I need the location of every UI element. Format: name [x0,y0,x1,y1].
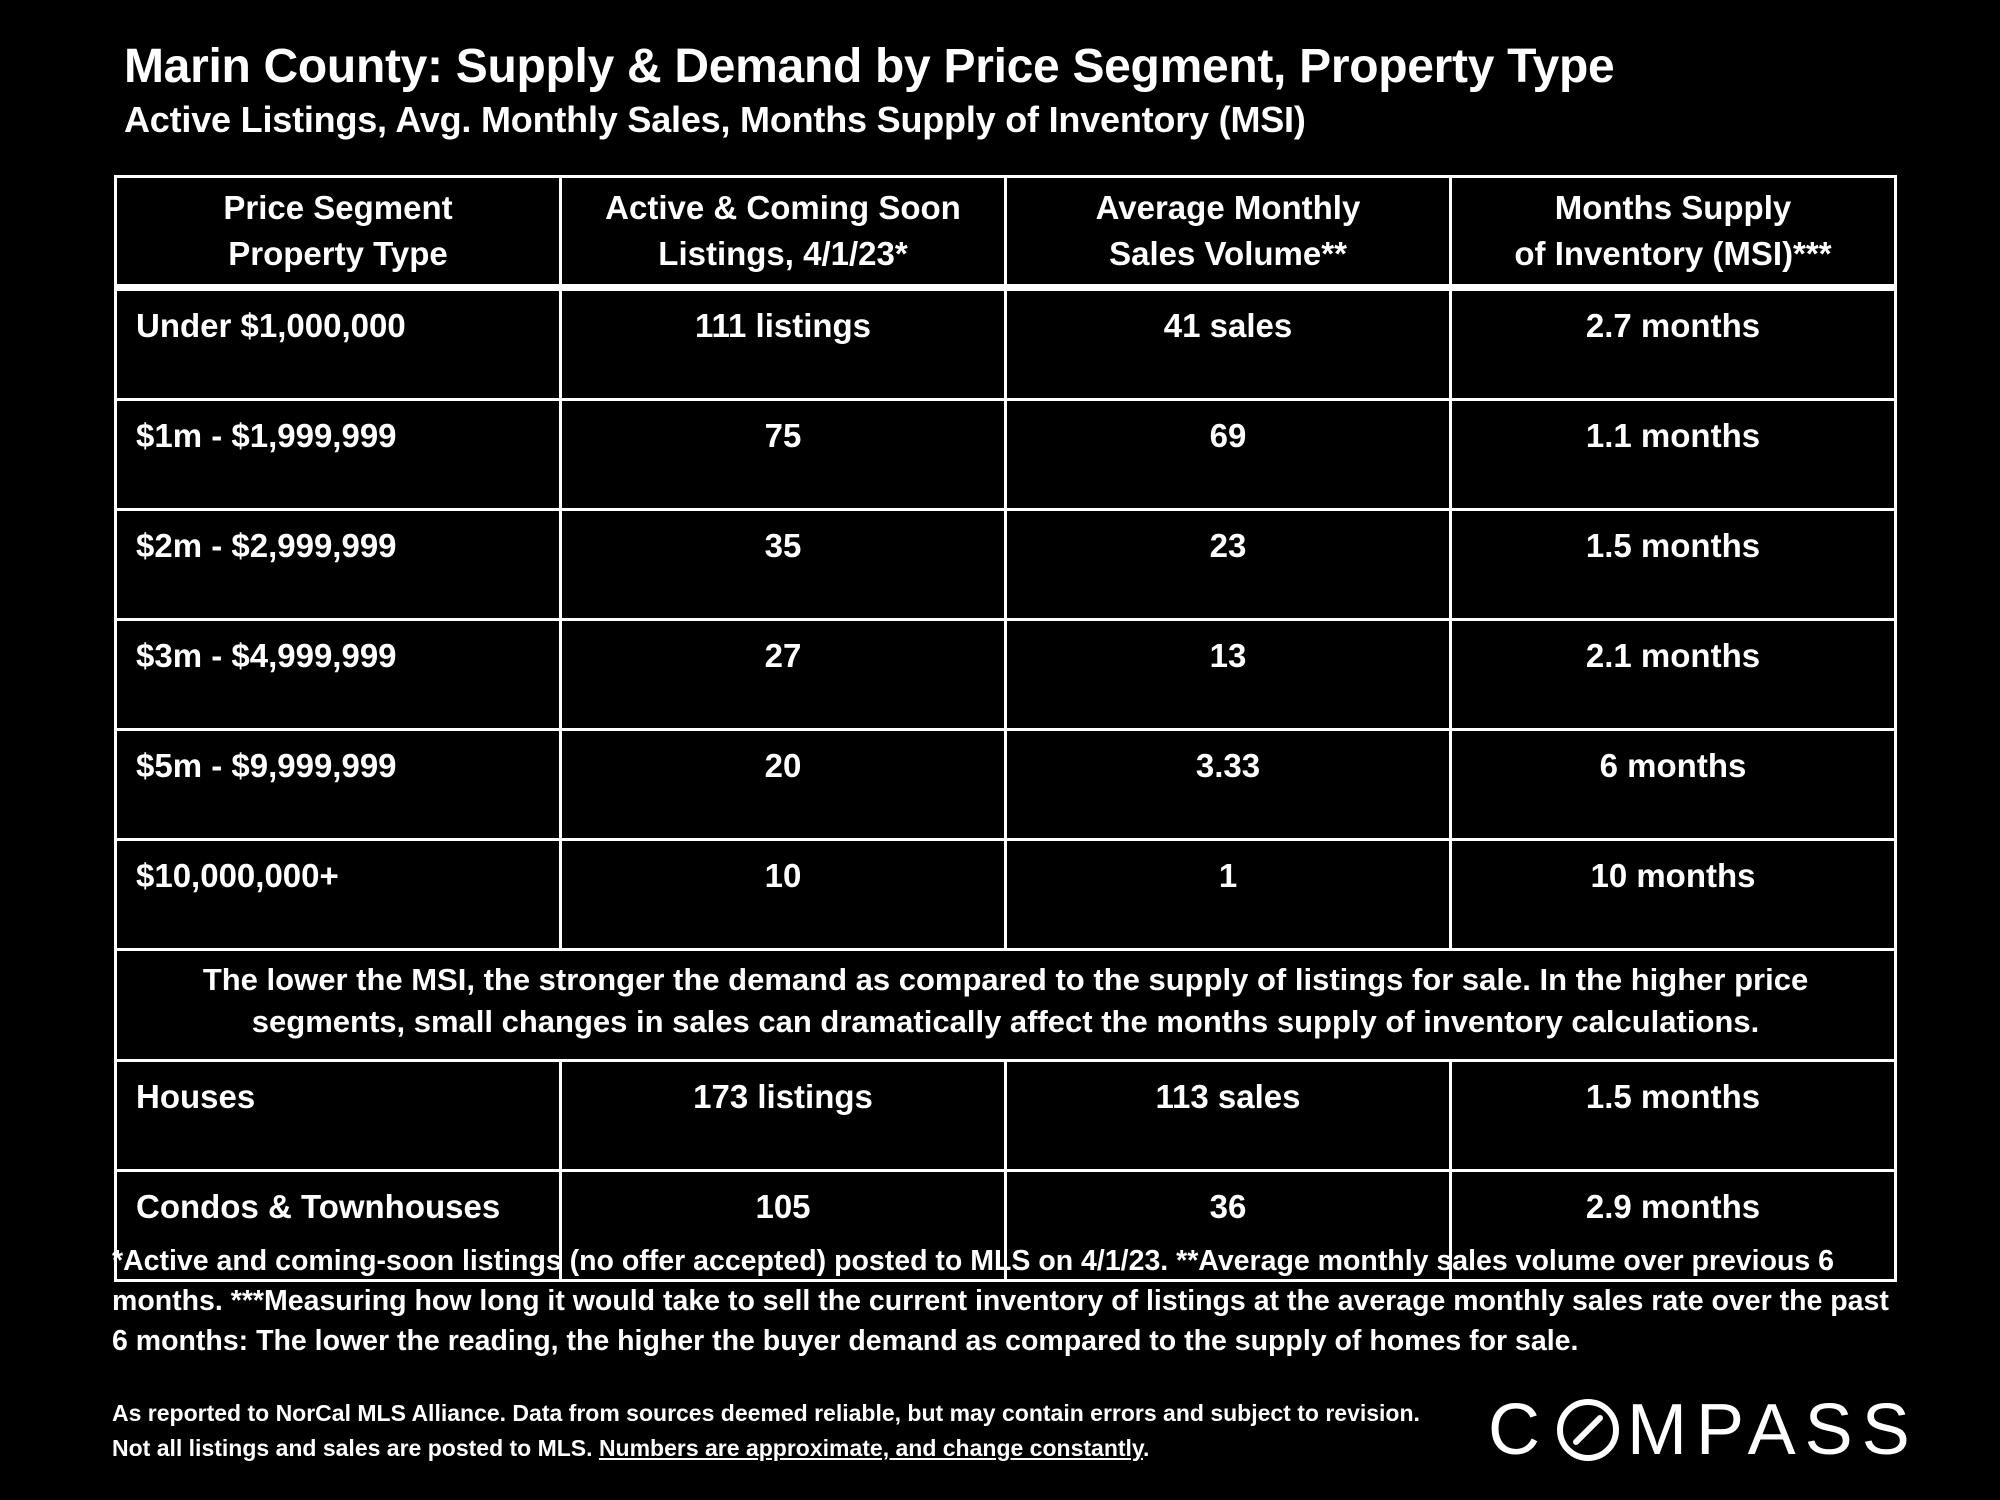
source-disclaimer: As reported to NorCal MLS Alliance. Data… [112,1396,1452,1466]
listings-cell: 35 [559,508,1007,621]
note-row: The lower the MSI, the stronger the dema… [114,948,1897,1062]
header-monthly-sales: Average Monthly Sales Volume** [1004,175,1452,291]
table-row: Under $1,000,000 111 listings 41 sales 2… [114,286,1897,401]
compass-logo-o-icon [1555,1397,1621,1463]
disclaimer-end: . [1143,1435,1150,1461]
table-row: $3m - $4,999,999 27 13 2.1 months [114,618,1897,731]
table-row: Houses 173 listings 113 sales 1.5 months [114,1059,1897,1172]
table-row: $2m - $2,999,999 35 23 1.5 months [114,508,1897,621]
msi-cell: 2.7 months [1449,286,1897,401]
compass-logo: C MPASS [1488,1390,1919,1470]
table-row: $5m - $9,999,999 20 3.33 6 months [114,728,1897,841]
msi-cell: 10 months [1449,838,1897,951]
listings-cell: 105 [559,1169,1007,1282]
page-title: Marin County: Supply & Demand by Price S… [124,40,1615,93]
table-row: Condos & Townhouses 105 36 2.9 months [114,1169,1897,1282]
sales-cell: 113 sales [1004,1059,1452,1172]
listings-cell: 75 [559,398,1007,511]
supply-demand-table: Price Segment Property Type Active & Comi… [114,175,1897,1282]
segment-cell: $5m - $9,999,999 [114,728,562,841]
header-active-listings: Active & Coming Soon Listings, 4/1/23* [559,175,1007,291]
logo-text-start: C [1488,1390,1549,1470]
listings-cell: 111 listings [559,286,1007,401]
listings-cell: 10 [559,838,1007,951]
sales-cell: 69 [1004,398,1452,511]
sales-cell: 13 [1004,618,1452,731]
logo-text-end: MPASS [1627,1390,1919,1470]
source-text: As reported to NorCal MLS Alliance. Data… [112,1400,1420,1461]
segment-cell: $10,000,000+ [114,838,562,951]
msi-explanation-note: The lower the MSI, the stronger the dema… [114,948,1897,1062]
page-subtitle: Active Listings, Avg. Monthly Sales, Mon… [124,99,1306,140]
msi-cell: 2.1 months [1449,618,1897,731]
msi-cell: 6 months [1449,728,1897,841]
table-row: $1m - $1,999,999 75 69 1.1 months [114,398,1897,511]
sales-cell: 41 sales [1004,286,1452,401]
listings-cell: 20 [559,728,1007,841]
listings-cell: 27 [559,618,1007,731]
msi-cell: 1.1 months [1449,398,1897,511]
footnote-text: *Active and coming-soon listings (no off… [112,1245,1889,1357]
property-type-cell: Condos & Townhouses [114,1169,562,1282]
property-type-cell: Houses [114,1059,562,1172]
sales-cell: 3.33 [1004,728,1452,841]
sales-cell: 23 [1004,508,1452,621]
listings-cell: 173 listings [559,1059,1007,1172]
segment-cell: $2m - $2,999,999 [114,508,562,621]
header-msi: Months Supply of Inventory (MSI)*** [1449,175,1897,291]
msi-cell: 1.5 months [1449,1059,1897,1172]
table-header-row: Price Segment Property Type Active & Comi… [114,175,1897,291]
segment-cell: $3m - $4,999,999 [114,618,562,731]
segment-cell: Under $1,000,000 [114,286,562,401]
table-row: $10,000,000+ 10 1 10 months [114,838,1897,951]
sales-cell: 1 [1004,838,1452,951]
disclaimer-underlined: Numbers are approximate, and change cons… [598,1435,1143,1461]
segment-cell: $1m - $1,999,999 [114,398,562,511]
sales-cell: 36 [1004,1169,1452,1282]
header-price-segment: Price Segment Property Type [114,175,562,291]
msi-cell: 2.9 months [1449,1169,1897,1282]
msi-cell: 1.5 months [1449,508,1897,621]
